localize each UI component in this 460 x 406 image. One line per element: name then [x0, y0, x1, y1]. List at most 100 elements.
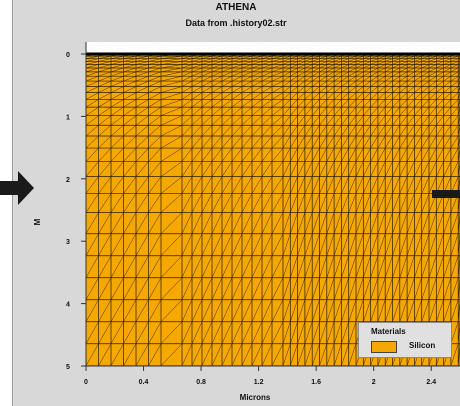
mesh-line	[135, 212, 149, 234]
mesh-line	[231, 86, 243, 93]
mesh-line	[181, 255, 193, 278]
mesh-line	[148, 80, 162, 87]
mesh-line	[271, 61, 284, 65]
mesh-line	[135, 71, 149, 77]
mesh-line	[160, 255, 183, 278]
mesh-line	[348, 99, 357, 108]
mesh-line	[110, 193, 124, 213]
mesh-line	[341, 176, 349, 194]
mesh-line	[290, 212, 298, 234]
y-tick-label: 4	[66, 302, 70, 309]
mesh-line	[333, 76, 342, 82]
mesh-line	[370, 76, 379, 82]
mesh-line	[450, 135, 459, 149]
mesh-line	[363, 67, 371, 73]
mesh-line	[341, 80, 349, 87]
mesh-line	[231, 299, 243, 322]
mesh-line	[211, 99, 223, 108]
mesh-line	[406, 80, 415, 87]
mesh-line	[363, 64, 371, 69]
mesh-line	[363, 99, 371, 108]
mesh-line	[363, 147, 371, 162]
mesh-line	[370, 176, 379, 194]
mesh-line	[392, 76, 400, 82]
mesh-line	[98, 55, 112, 59]
mesh-line	[348, 80, 357, 87]
mesh-line	[297, 147, 306, 162]
mesh-line	[392, 61, 400, 65]
x-tick-label: 0.8	[196, 379, 206, 386]
mesh-line	[436, 161, 444, 177]
mesh-line	[251, 106, 263, 116]
mesh-line	[123, 147, 137, 162]
mesh-line	[123, 277, 137, 300]
mesh-line	[399, 176, 408, 194]
mesh-line	[241, 255, 253, 278]
mesh-line	[428, 58, 437, 62]
mesh-line	[221, 212, 233, 234]
mesh-line	[348, 55, 357, 59]
mesh-line	[363, 176, 371, 194]
mesh-line	[406, 193, 415, 213]
mesh-line	[370, 299, 379, 322]
mesh-line	[241, 343, 253, 366]
mesh-line	[348, 176, 357, 194]
mesh-line	[135, 86, 149, 93]
mesh-line	[261, 64, 273, 69]
mesh-line	[241, 55, 253, 59]
mesh-line	[148, 92, 162, 100]
mesh-line	[399, 106, 408, 116]
mesh-line	[231, 147, 243, 162]
mesh-line	[436, 115, 444, 126]
mesh-line	[297, 80, 306, 87]
mesh-line	[160, 147, 183, 162]
mesh-line	[211, 61, 223, 65]
mesh-line	[443, 67, 452, 73]
mesh-line	[377, 58, 386, 62]
mesh-line	[341, 277, 349, 300]
mesh-line	[85, 71, 99, 77]
mesh-line	[421, 193, 430, 213]
mesh-line	[251, 64, 263, 69]
mesh-line	[319, 176, 328, 194]
mesh-line	[271, 176, 284, 194]
mesh-line	[191, 299, 203, 322]
mesh-line	[290, 255, 298, 278]
mesh-line	[377, 161, 386, 177]
mesh-line	[436, 299, 444, 322]
mesh-line	[241, 71, 253, 77]
mesh-line	[251, 80, 263, 87]
mesh-line	[110, 86, 124, 93]
mesh-line	[135, 147, 149, 162]
mesh-line	[428, 61, 437, 65]
mesh-line	[436, 80, 444, 87]
mesh-line	[282, 61, 291, 65]
mesh-line	[181, 161, 193, 177]
mesh-line	[421, 255, 430, 278]
mesh-line	[297, 193, 306, 213]
mesh-line	[160, 299, 183, 322]
mesh-line	[355, 125, 364, 137]
mesh-line	[421, 106, 430, 116]
mesh-line	[428, 147, 437, 162]
mesh-line	[450, 277, 459, 300]
mesh-line	[450, 76, 459, 82]
mesh-line	[221, 321, 233, 344]
mesh-line	[297, 115, 306, 126]
mesh-line	[251, 86, 263, 93]
mesh-line	[377, 212, 386, 234]
mesh-line	[201, 193, 213, 213]
mesh-line	[355, 135, 364, 149]
mesh-line	[348, 147, 357, 162]
mesh-line	[421, 176, 430, 194]
y-tick-label: 2	[66, 177, 70, 184]
mesh-line	[201, 80, 213, 87]
mesh-line	[123, 55, 137, 59]
mesh-line	[98, 99, 112, 108]
mesh-line	[450, 115, 459, 126]
mesh-line	[110, 147, 124, 162]
mesh-line	[241, 99, 253, 108]
mesh-line	[160, 176, 183, 194]
mesh-line	[251, 67, 263, 73]
mesh-line	[348, 343, 357, 366]
